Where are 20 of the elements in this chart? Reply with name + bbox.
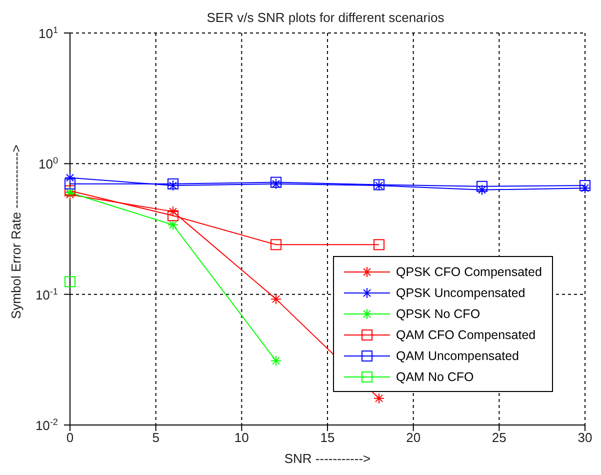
x-tick-label: 10 bbox=[234, 430, 249, 446]
chart-title: SER v/s SNR plots for different scenarios bbox=[206, 10, 445, 25]
x-axis-title: SNR -----------> bbox=[284, 451, 371, 466]
legend-label: QAM CFO Compensated bbox=[396, 328, 536, 342]
y-tick-label: 10$^{-2}$ bbox=[35, 417, 58, 433]
legend-label: QAM No CFO bbox=[396, 370, 474, 384]
y-tick-label: 10$^{-1}$ bbox=[35, 286, 58, 302]
x-tick-label: 30 bbox=[578, 430, 592, 446]
legend-label: QPSK CFO Compensated bbox=[396, 264, 542, 278]
y-tick-label: 10$^{0}$ bbox=[38, 156, 58, 172]
y-tick-label: 10$^{1}$ bbox=[38, 25, 58, 41]
legend-label: QAM Uncompensated bbox=[396, 348, 519, 362]
x-tick-label: 5 bbox=[152, 430, 160, 446]
x-tick-label: 25 bbox=[492, 430, 506, 446]
x-tick-label: 0 bbox=[66, 430, 74, 446]
x-tick-label: 20 bbox=[406, 430, 421, 446]
x-tick-label: 15 bbox=[320, 430, 335, 446]
y-axis-title: Symbol Error Rate -------------> bbox=[8, 144, 24, 319]
legend-label: QPSK No CFO bbox=[396, 306, 480, 320]
legend-label: QPSK Uncompensated bbox=[396, 286, 526, 300]
